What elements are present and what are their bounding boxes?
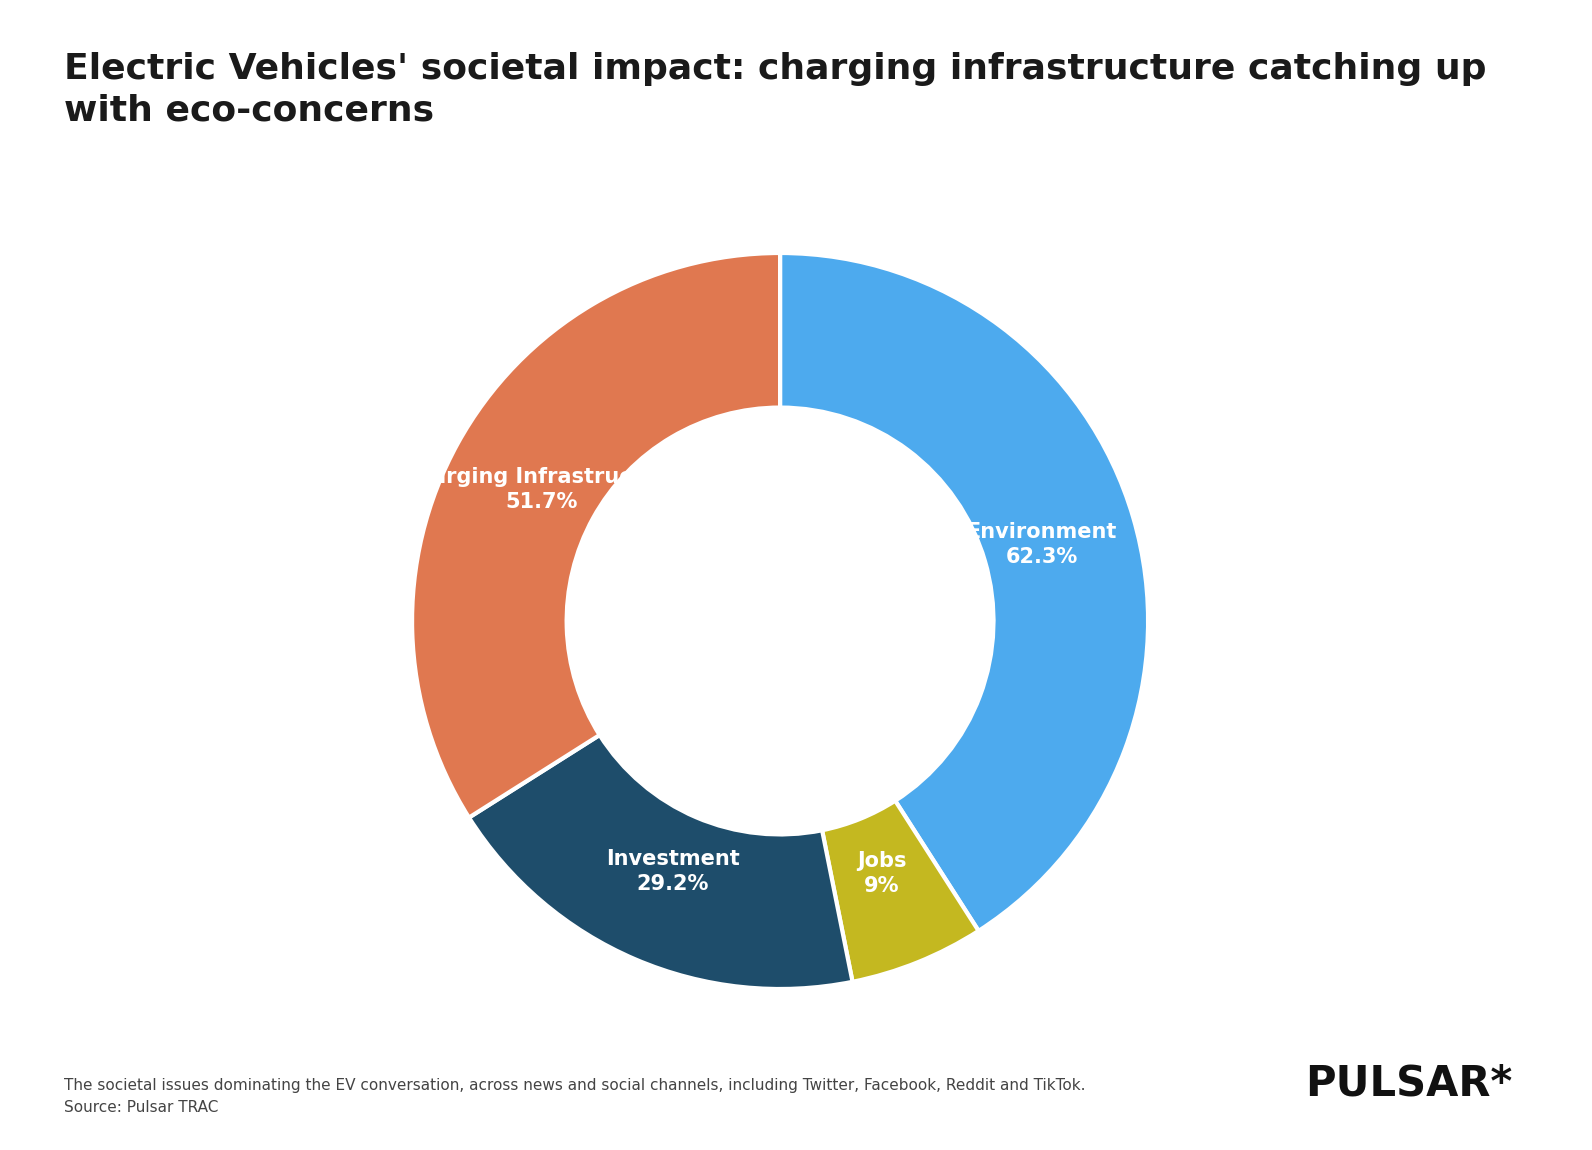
Wedge shape [412, 253, 780, 818]
Text: Jobs
9%: Jobs 9% [858, 851, 907, 896]
Wedge shape [821, 800, 979, 982]
Text: Environment
62.3%: Environment 62.3% [966, 522, 1116, 567]
Text: Charging Infrastructure
51.7%: Charging Infrastructure 51.7% [403, 467, 681, 513]
Wedge shape [470, 735, 853, 989]
Text: Electric Vehicles' societal impact: charging infrastructure catching up
with eco: Electric Vehicles' societal impact: char… [64, 52, 1487, 128]
Text: The societal issues dominating the EV conversation, across news and social chann: The societal issues dominating the EV co… [64, 1079, 1086, 1116]
Wedge shape [780, 253, 1148, 930]
Text: Investment
29.2%: Investment 29.2% [607, 849, 740, 895]
Text: PULSAR*: PULSAR* [1305, 1061, 1512, 1104]
